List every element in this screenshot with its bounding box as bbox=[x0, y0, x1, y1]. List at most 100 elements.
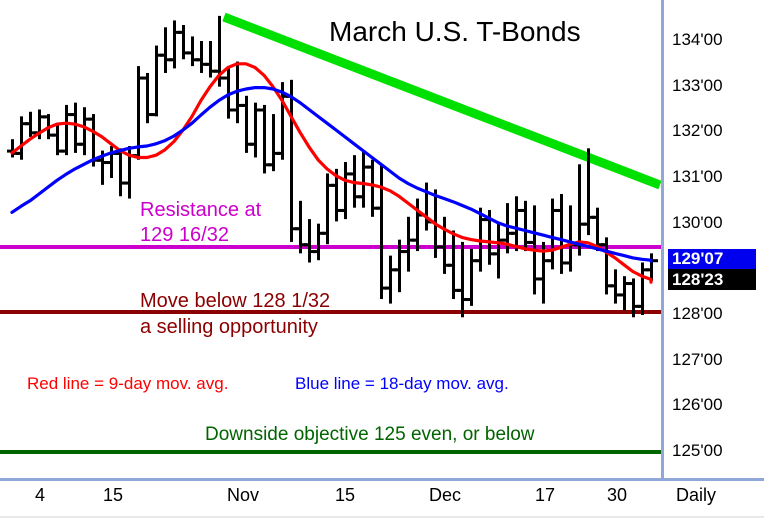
ohlc-bar-open-tick bbox=[358, 195, 363, 199]
time-tick-2: Nov bbox=[226, 485, 260, 505]
time-axis-separator bbox=[0, 478, 764, 481]
last-price-badge[interactable]: 129'07 bbox=[668, 249, 756, 269]
ohlc-bar-open-tick bbox=[34, 131, 39, 135]
time-tick-0: 4 bbox=[34, 485, 46, 505]
ohlc-bar-open-tick bbox=[79, 142, 84, 146]
ohlc-bar-open-tick bbox=[349, 172, 354, 176]
ohlc-bar-open-tick bbox=[223, 76, 228, 80]
ohlc-bar-range bbox=[542, 241, 545, 304]
ohlc-bar-range bbox=[245, 95, 248, 153]
ohlc-bar-range bbox=[569, 205, 572, 272]
ohlc-bar-range bbox=[587, 148, 590, 236]
price-chart-plot-area[interactable] bbox=[0, 0, 661, 478]
ohlc-bar-open-tick bbox=[340, 208, 345, 212]
ohlc-bar-range bbox=[425, 182, 428, 231]
ohlc-bar-range bbox=[119, 148, 122, 197]
ohlc-bar-range bbox=[11, 139, 14, 158]
price-tick-130: 130'00 bbox=[672, 212, 723, 232]
ohlc-bar-open-tick bbox=[601, 243, 606, 247]
ohlc-bar-range bbox=[83, 107, 86, 156]
ohlc-bar-range bbox=[317, 223, 320, 261]
hline-objective[interactable] bbox=[0, 450, 661, 454]
ohlc-bar-open-tick bbox=[169, 58, 174, 62]
ohlc-bar-range bbox=[488, 209, 491, 265]
ohlc-bar-range bbox=[263, 104, 266, 174]
ohlc-bar-range bbox=[362, 150, 365, 208]
ohlc-bar-range bbox=[155, 45, 158, 117]
ohlc-bar-range bbox=[182, 25, 185, 60]
price-axis[interactable]: 129'07 128'23 134'00 133'00 132'00 131'00 13… bbox=[664, 0, 764, 478]
hline-support[interactable] bbox=[0, 310, 661, 314]
ohlc-bar-open-tick bbox=[385, 286, 390, 290]
legend-red-moving-average: Red line = 9-day mov. avg. bbox=[27, 374, 229, 393]
ohlc-bar-range bbox=[380, 164, 383, 300]
ohlc-bar-open-tick bbox=[547, 259, 552, 263]
ohlc-bar-open-tick bbox=[214, 69, 219, 73]
ohlc-bar-open-tick bbox=[619, 293, 624, 297]
previous-close-badge[interactable]: 128'23 bbox=[668, 269, 756, 290]
ohlc-bar-range bbox=[461, 241, 464, 318]
chart-title: March U.S. T-Bonds bbox=[329, 16, 581, 47]
ohlc-bar-range bbox=[407, 216, 410, 272]
ohlc-bar-open-tick bbox=[70, 113, 75, 117]
ohlc-bar-open-tick bbox=[160, 53, 165, 57]
support-annotation-line2: a selling opportunity bbox=[140, 316, 318, 338]
time-tick-5: 17 bbox=[534, 485, 556, 505]
ohlc-bar-open-tick bbox=[394, 268, 399, 272]
ohlc-bar-open-tick bbox=[61, 149, 66, 153]
ohlc-bar-range bbox=[101, 150, 104, 185]
ohlc-bar-range bbox=[524, 200, 527, 252]
ohlc-bar-open-tick bbox=[565, 261, 570, 265]
ohlc-bar-open-tick bbox=[484, 218, 489, 222]
ohlc-bar-range bbox=[146, 72, 149, 124]
ohlc-bar-range bbox=[137, 66, 140, 160]
ohlc-bar-open-tick bbox=[25, 122, 30, 126]
ohlc-bar-open-tick bbox=[304, 243, 309, 247]
ohlc-bar-range bbox=[110, 146, 113, 178]
price-tick-128: 128'00 bbox=[672, 304, 723, 323]
ohlc-bar-range bbox=[335, 168, 338, 222]
ohlc-bar-range bbox=[470, 248, 473, 306]
price-tick-126: 126'00 bbox=[672, 395, 723, 415]
ohlc-bar-range bbox=[632, 278, 635, 318]
price-tick-133: 133'00 bbox=[672, 75, 723, 95]
ohlc-bar-open-tick bbox=[178, 30, 183, 34]
ohlc-bar-open-tick bbox=[43, 115, 48, 119]
ohlc-bar-range bbox=[218, 15, 221, 87]
ohlc-bar-open-tick bbox=[115, 151, 120, 155]
ohlc-bar-range bbox=[38, 109, 41, 140]
objective-annotation: Downside objective 125 even, or below bbox=[205, 424, 535, 445]
ohlc-bar-open-tick bbox=[196, 58, 201, 62]
ohlc-bar-range bbox=[164, 27, 167, 73]
time-tick-6: 30 bbox=[606, 485, 628, 505]
ohlc-bar-range bbox=[596, 207, 599, 252]
price-axis-separator bbox=[661, 0, 664, 481]
ohlc-bar-open-tick bbox=[142, 76, 147, 80]
ohlc-bar-range bbox=[371, 159, 374, 217]
support-annotation: Move below 128 1/32 a selling opportunit… bbox=[140, 288, 330, 340]
ohlc-bar-range bbox=[623, 276, 626, 311]
price-tick-125: 125'00 bbox=[672, 441, 723, 460]
ohlc-bar-open-tick bbox=[124, 181, 129, 185]
bottom-edge-divider bbox=[0, 516, 764, 518]
price-tick-127: 127'00 bbox=[672, 349, 723, 369]
ohlc-bar-open-tick bbox=[466, 298, 471, 302]
ohlc-bar-open-tick bbox=[205, 62, 210, 66]
ohlc-bar-range bbox=[281, 82, 284, 160]
ohlc-bar-open-tick bbox=[583, 222, 588, 226]
moving-average-fast-line[interactable] bbox=[10, 62, 653, 284]
ohlc-bar-open-tick bbox=[277, 151, 282, 155]
time-axis[interactable]: Daily 4 15 Nov 15 Dec 17 30 bbox=[0, 481, 764, 515]
ohlc-bar-range bbox=[614, 269, 617, 304]
ohlc-bar-range bbox=[209, 41, 212, 78]
moving-average-slow-line[interactable] bbox=[10, 85, 653, 263]
ohlc-bar-range bbox=[416, 198, 419, 252]
ohlc-bar-open-tick bbox=[268, 163, 273, 167]
hline-resistance[interactable] bbox=[0, 245, 661, 249]
ohlc-bar-open-tick bbox=[322, 231, 327, 235]
ohlc-bar-range bbox=[191, 36, 194, 67]
ohlc-bar-range bbox=[344, 162, 347, 220]
ohlc-bar-open-tick bbox=[241, 103, 246, 107]
ohlc-bar-range bbox=[92, 114, 95, 167]
